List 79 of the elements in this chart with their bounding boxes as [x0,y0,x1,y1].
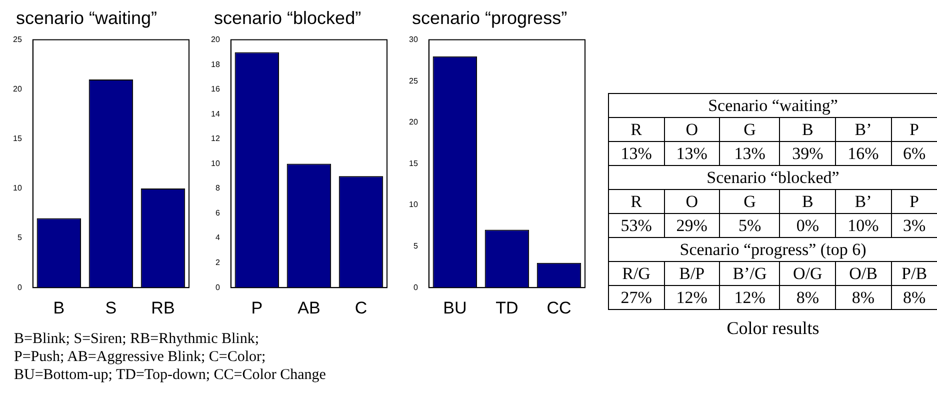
y-tick-label: 4 [215,233,220,242]
text: Scenario “waiting” [608,94,937,118]
text: 12% [664,286,720,310]
y-tick-label: 6 [215,208,220,218]
text: 5% [720,214,780,238]
text: B’/G [720,262,780,286]
text: 12% [720,286,780,310]
x-tick-label: C [354,298,368,318]
y-tick-label: 10 [408,200,418,210]
text: 39% [780,142,836,166]
y-tick-label: 0 [17,282,22,292]
y-tick-label: 20 [408,118,418,127]
y-tick-label: 2 [215,258,220,268]
y-tick-label: 18 [210,60,220,69]
text: 29% [664,214,720,238]
text: 8% [891,286,937,310]
y-tick-label: 15 [408,158,418,168]
y-tick-label: 16 [210,84,220,94]
y-tick-label: 8 [215,184,220,193]
text: 13% [608,142,664,166]
y-tick-label: 5 [17,233,22,242]
text: B/P [664,262,720,286]
text: O/B [835,262,892,286]
text: O [664,118,720,142]
y-tick-label: 30 [408,35,418,44]
x-tick-label: CC [546,298,572,318]
text: R/G [608,262,664,286]
text: 6% [891,142,937,166]
text: 53% [608,214,664,238]
text: P [891,118,937,142]
y-tick-label: 0 [215,282,220,292]
text: P=Push; AB=Aggressive Blink; C=Color; [14,348,267,366]
text: B’ [835,118,892,142]
x-tick-label: P [251,298,263,318]
x-tick-label: BU [443,298,467,318]
y-tick-label: 10 [210,158,220,168]
y-tick-label: 25 [408,76,418,86]
text: Color results [726,318,820,339]
text: P [891,190,937,214]
text: O [664,190,720,214]
text: 8% [835,286,892,310]
text: P/B [891,262,937,286]
text: 8% [780,286,836,310]
y-tick-label: 20 [12,84,22,94]
text: 13% [664,142,720,166]
text: 27% [608,286,664,310]
text: 16% [835,142,892,166]
text: R [608,118,664,142]
y-tick-label: 14 [210,109,220,118]
text: O/G [780,262,836,286]
chart-title: scenario “blocked” [213,8,362,30]
text: 3% [891,214,937,238]
x-tick-label: S [105,298,117,318]
x-tick-label: RB [151,298,175,318]
y-tick-label: 10 [12,184,22,193]
x-tick-label: B [53,298,65,318]
text: B [780,190,836,214]
text: G [720,118,780,142]
text: 13% [720,142,780,166]
text: G [720,190,780,214]
chart-title: scenario “waiting” [15,8,158,30]
y-tick-label: 0 [413,282,418,292]
text: B [780,118,836,142]
x-tick-label: TD [496,298,518,318]
x-tick-label: AB [298,298,320,318]
text: 10% [835,214,892,238]
text: Scenario “blocked” [608,166,937,190]
y-tick-label: 25 [12,35,22,44]
y-tick-label: 15 [12,134,22,144]
text: Scenario “progress” (top 6) [608,238,937,262]
text: 0% [780,214,836,238]
y-tick-label: 5 [413,242,418,251]
text: B=Blink; S=Siren; RB=Rhythmic Blink; [14,331,259,347]
text: BU=Bottom-up; TD=Top-down; CC=Color Change [14,366,327,384]
chart-title: scenario “progress” [411,8,568,30]
y-tick-label: 20 [210,35,220,44]
y-tick-label: 12 [210,134,220,144]
text: B’ [835,190,892,214]
text: R [608,190,664,214]
